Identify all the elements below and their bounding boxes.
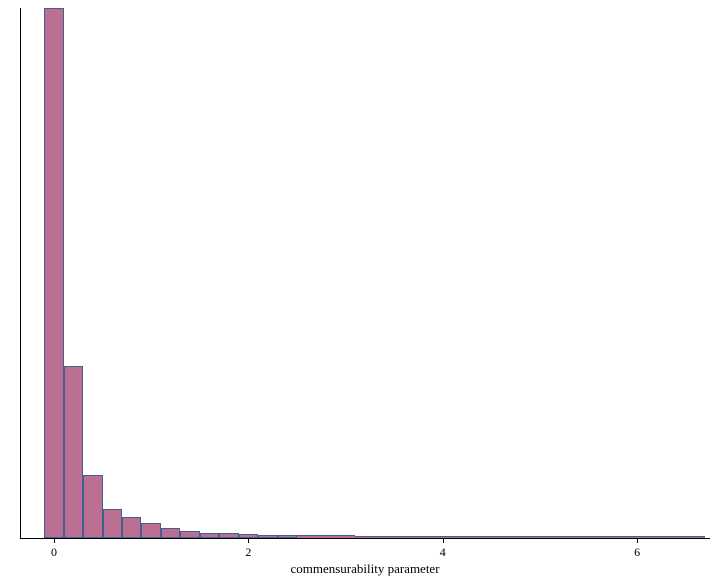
x-tick-label: 4	[440, 545, 446, 560]
histogram-bar	[686, 536, 705, 538]
histogram-bar	[161, 528, 180, 538]
histogram-bar	[122, 517, 141, 538]
histogram-bar	[83, 475, 102, 538]
histogram-bar	[297, 535, 316, 538]
y-axis-line	[20, 8, 21, 538]
x-tick-label: 2	[245, 545, 251, 560]
histogram-bar	[589, 536, 608, 538]
x-tick	[248, 538, 249, 543]
histogram-bar	[472, 536, 491, 538]
histogram-bar	[103, 509, 122, 538]
histogram-bar	[375, 536, 394, 538]
histogram-bar	[44, 8, 63, 538]
histogram-bar	[414, 536, 433, 538]
histogram-chart: 0 2 4 6 commensurability parameter	[0, 0, 720, 576]
histogram-bar	[258, 535, 277, 538]
histogram-bar	[608, 536, 627, 538]
histogram-bar	[491, 536, 510, 538]
histogram-bar	[394, 536, 413, 538]
histogram-bar	[64, 366, 83, 538]
histogram-bar	[219, 533, 238, 538]
histogram-bar	[666, 536, 685, 538]
histogram-bar	[647, 536, 666, 538]
histogram-bar	[316, 535, 335, 538]
x-axis-line	[20, 538, 710, 539]
histogram-bar	[355, 536, 374, 538]
histogram-bar	[550, 536, 569, 538]
x-axis-label: commensurability parameter	[290, 561, 439, 577]
histogram-bar	[141, 523, 160, 538]
x-tick	[637, 538, 638, 543]
x-tick	[443, 538, 444, 543]
x-tick-label: 0	[51, 545, 57, 560]
histogram-bar	[530, 536, 549, 538]
histogram-bar	[511, 536, 530, 538]
histogram-bar	[569, 536, 588, 538]
histogram-bar	[200, 533, 219, 538]
histogram-bar	[452, 536, 471, 538]
x-tick	[54, 538, 55, 543]
histogram-bar	[336, 535, 355, 538]
x-tick-label: 6	[634, 545, 640, 560]
histogram-bar	[180, 531, 199, 538]
histogram-bar	[278, 535, 297, 538]
